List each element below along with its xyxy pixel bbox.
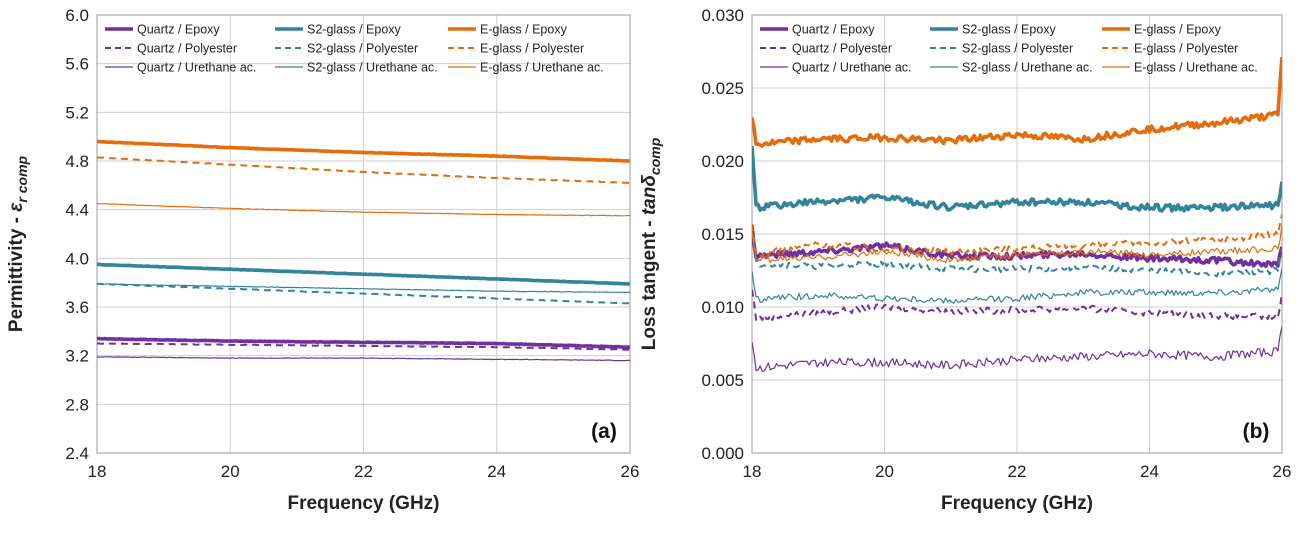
x-tick-label: 20 [221, 462, 240, 481]
y-tick-label: 0.005 [701, 371, 744, 390]
legend-label: E-glass / Urethane ac. [480, 61, 604, 75]
series-line-e-glass-polyester [752, 214, 1282, 258]
legend-label: S2-glass / Epoxy [307, 23, 402, 37]
y-tick-label: 0.020 [701, 152, 744, 171]
legend-label: Quartz / Polyester [792, 42, 892, 56]
legend-label: S2-glass / Urethane ac. [962, 61, 1093, 75]
y-tick-label: 2.4 [65, 444, 89, 463]
y-tick-label: 0.010 [701, 298, 744, 317]
legend-label: Quartz / Polyester [137, 42, 237, 56]
series-line-s2-glass-polyester [752, 232, 1282, 278]
legend-label: E-glass / Urethane ac. [1134, 61, 1258, 75]
series-line-quartz-epoxy [752, 224, 1282, 268]
x-tick-label: 20 [875, 462, 894, 481]
chart-panel-a: 2.4 2.8 3.2 3.6 4.0 4.4 4.8 5.2 5.6 6.0 18 20 22 24 26… [6, 6, 639, 514]
series-line-quartz-polyester [97, 342, 630, 351]
y-tick-label: 0.030 [701, 6, 744, 25]
y-tick-label: 6.0 [65, 6, 89, 25]
legend-label: E-glass / Polyester [480, 42, 584, 56]
series-line-s2-glass-urethane-ac- [97, 283, 630, 294]
x-tick-label: 18 [743, 462, 762, 481]
series-line-e-glass-polyester [97, 156, 630, 185]
series-line-e-glass-epoxy [752, 56, 1282, 148]
chart-panel-b: 0.000 0.005 0.010 0.015 0.020 0.025 0.030 18 20 2… [639, 6, 1291, 514]
x-tick-label: 22 [1008, 462, 1027, 481]
legend-label: Quartz / Epoxy [137, 23, 220, 37]
y-tick-label: 0.000 [701, 444, 744, 463]
y-tick-label: 4.8 [65, 152, 89, 171]
x-axis-label: Frequency (GHz) [287, 493, 439, 514]
y-tick-label: 0.015 [701, 225, 744, 244]
y-tick-label: 0.025 [701, 79, 744, 98]
series-line-quartz-urethane-ac- [97, 356, 630, 362]
x-tick-label: 18 [88, 462, 107, 481]
y-tick-label: 3.2 [65, 347, 89, 366]
x-tick-label: 22 [354, 462, 373, 481]
legend-label: E-glass / Epoxy [1134, 23, 1222, 37]
legend-label: E-glass / Polyester [1134, 42, 1238, 56]
y-axis-label: Loss tangent - tanδcomp [639, 137, 663, 350]
series-line-quartz-urethane-ac- [752, 326, 1282, 372]
series-line-quartz-epoxy [97, 336, 630, 350]
x-tick-label: 26 [1273, 462, 1292, 481]
x-axis-label: Frequency (GHz) [941, 493, 1093, 514]
series-line-quartz-polyester [752, 289, 1282, 322]
legend-label: S2-glass / Urethane ac. [307, 61, 438, 75]
series-line-e-glass-epoxy [97, 139, 630, 163]
legend-label: S2-glass / Polyester [962, 42, 1073, 56]
legend-label: Quartz / Epoxy [792, 23, 875, 37]
y-tick-label: 5.2 [65, 103, 89, 122]
series-line-s2-glass-epoxy [752, 145, 1282, 213]
series-line-e-glass-urethane-ac- [97, 202, 630, 217]
plot-frame [96, 14, 631, 454]
x-tick-label: 24 [487, 462, 506, 481]
y-axis-label: Permittivity - εr comp [6, 155, 30, 332]
y-tick-label: 5.6 [65, 55, 89, 74]
series-line-s2-glass-epoxy [97, 262, 630, 286]
legend-label: E-glass / Epoxy [480, 23, 568, 37]
x-tick-label: 26 [621, 462, 640, 481]
panel-label: (a) [591, 420, 617, 443]
series-line-e-glass-urethane-ac- [752, 223, 1282, 264]
y-tick-label: 2.8 [65, 395, 89, 414]
legend-label: Quartz / Urethane ac. [792, 61, 912, 75]
x-tick-label: 24 [1140, 462, 1159, 481]
y-tick-label: 4.0 [65, 249, 89, 268]
legend-label: S2-glass / Polyester [307, 42, 418, 56]
series-line-s2-glass-polyester [97, 282, 630, 305]
y-tick-label: 4.4 [65, 201, 89, 220]
legend-label: S2-glass / Epoxy [962, 23, 1057, 37]
panel-label: (b) [1243, 420, 1270, 443]
y-tick-label: 3.6 [65, 298, 89, 317]
legend-label: Quartz / Urethane ac. [137, 61, 257, 75]
series-line-s2-glass-urethane-ac- [752, 268, 1282, 304]
